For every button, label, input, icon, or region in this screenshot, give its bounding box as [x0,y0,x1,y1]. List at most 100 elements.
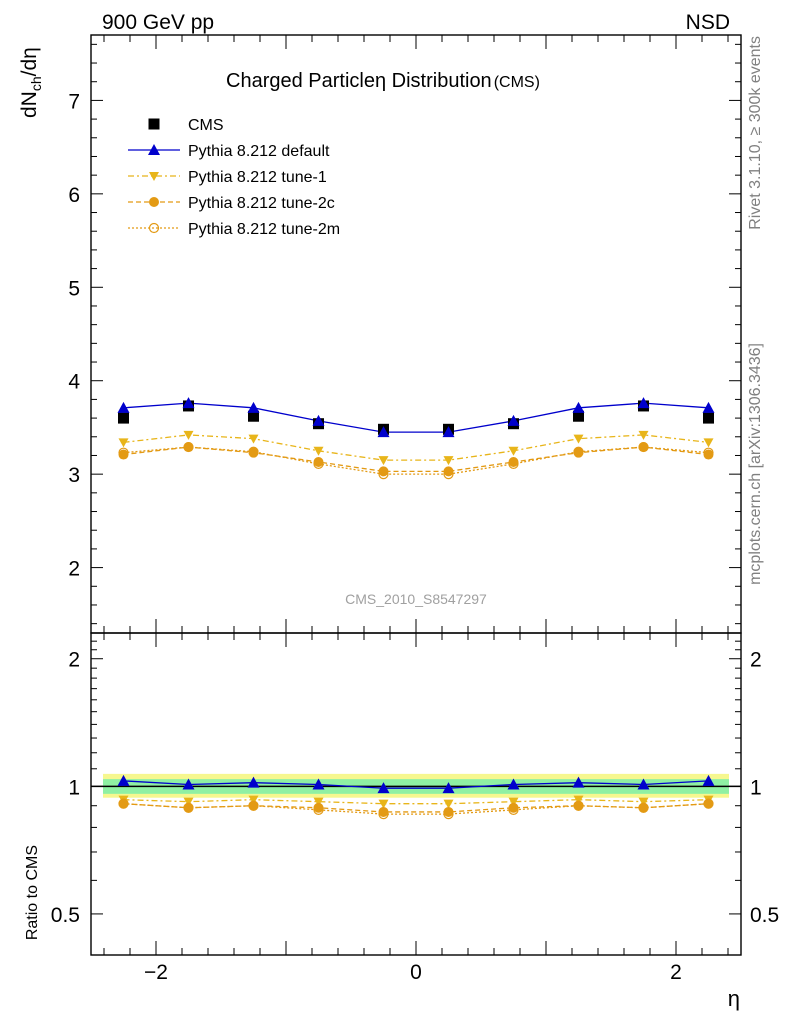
ratio-point-pythia-8-212-tune-2c [313,802,324,813]
ratio-point-pythia-8-212-default [507,778,520,790]
ratio-line-pythia-8-212-default [123,780,709,789]
y-tick-label-main: 4 [68,371,80,394]
ratio-point-pythia-8-212-tune-2m [378,808,389,820]
data-point-pythia-8-212-default [312,414,325,426]
data-point-pythia-8-212-tune-1 [573,434,584,444]
watermark-analysis-id: CMS_2010_S8547297 [345,591,487,607]
data-point-pythia-8-212-tune-1 [703,438,714,448]
data-point-pythia-8-212-default [442,426,455,438]
data-point-pythia-8-212-tune-2m [508,458,519,469]
data-point-pythia-8-212-default [637,397,650,409]
ratio-point-pythia-8-212-default [117,774,130,786]
series-line-pythia-8-212-default [123,402,709,433]
ratio-point-pythia-8-212-tune-2m [573,800,584,811]
ratio-line-pythia-8-212-tune-1 [123,799,709,805]
legend-label-pythia-8-212-tune-1: Pythia 8.212 tune-1 [188,169,327,186]
data-point-pythia-8-212-tune-1 [638,430,649,440]
y-tick-label-main: 3 [68,464,80,487]
ratio-point-pythia-8-212-default [312,778,325,790]
series-line-pythia-8-212-tune-2c [123,446,709,473]
data-point-pythia-8-212-tune-2m [118,447,129,458]
ratio-point-pythia-8-212-tune-2c [508,802,519,813]
header-right: NSD [686,11,730,34]
ratio-point-pythia-8-212-tune-1 [313,797,324,807]
ratio-point-pythia-8-212-tune-1 [248,795,259,805]
ratio-point-pythia-8-212-tune-1 [573,795,584,805]
ratio-point-pythia-8-212-tune-2m [443,808,454,820]
ratio-point-pythia-8-212-tune-1 [638,797,649,807]
data-point-pythia-8-212-tune-2c [378,466,389,477]
side-label-rivet: Rivet 3.1.10, ≥ 300k events [747,36,764,230]
data-point-cms [248,410,259,422]
side-label-mcplots: mcplots.cern.ch [arXiv:1306.3436] [747,343,764,585]
ratio-point-pythia-8-212-tune-2c [638,802,649,813]
data-point-pythia-8-212-default [247,401,260,413]
ratio-point-pythia-8-212-tune-2m [313,804,324,815]
data-point-pythia-8-212-default [117,401,130,413]
ratio-point-pythia-8-212-tune-2m [183,802,194,813]
series-line-pythia-8-212-tune-2m [123,446,709,475]
ratio-point-pythia-8-212-tune-2c [443,806,454,817]
legend-label-pythia-8-212-default: Pythia 8.212 default [188,143,330,160]
ratio-point-pythia-8-212-tune-2c [248,800,259,811]
data-point-pythia-8-212-tune-1 [313,446,324,456]
ratio-point-pythia-8-212-tune-1 [183,797,194,807]
ratio-point-pythia-8-212-default [182,778,195,790]
ratio-point-pythia-8-212-tune-2c [118,798,129,809]
y-tick-label-ratio: 0.5 [51,904,80,927]
legend-marker-pythia-8-212-default [148,144,160,155]
y-tick-label-ratio-right: 0.5 [750,904,779,927]
x-axis-label: η [728,986,740,1011]
data-point-pythia-8-212-tune-1 [378,456,389,466]
y-tick-label-ratio-right: 2 [750,649,762,672]
x-tick-label: −2 [144,961,168,984]
data-point-pythia-8-212-default [182,397,195,409]
legend-label-pythia-8-212-tune-2m: Pythia 8.212 tune-2m [188,221,340,238]
legend-marker-cms [148,118,160,130]
data-point-cms [703,412,714,424]
x-tick-label: 2 [670,961,682,984]
data-point-pythia-8-212-tune-1 [443,456,454,466]
ratio-point-pythia-8-212-tune-2m [638,802,649,813]
ratio-point-pythia-8-212-default [377,782,390,794]
y-axis-label-main: dNch/dη [18,47,44,118]
ratio-point-pythia-8-212-tune-2c [378,806,389,817]
data-point-pythia-8-212-tune-2c [443,466,454,477]
y-tick-label-main: 7 [68,90,80,113]
data-point-pythia-8-212-tune-1 [248,434,259,444]
ratio-point-pythia-8-212-tune-1 [443,799,454,809]
header-left: 900 GeV pp [102,11,214,34]
x-tick-label: 0 [410,961,422,984]
data-point-pythia-8-212-tune-2c [183,442,194,453]
ratio-line-pythia-8-212-tune-2c [123,803,709,813]
data-point-cms [118,412,129,424]
data-point-cms [573,410,584,422]
y-tick-label-ratio-right: 1 [750,776,762,799]
data-point-pythia-8-212-tune-2c [638,442,649,453]
data-point-pythia-8-212-default [507,414,520,426]
ratio-point-pythia-8-212-default [637,778,650,790]
data-point-pythia-8-212-tune-2m [638,441,649,453]
ratio-point-pythia-8-212-tune-2m [508,804,519,815]
y-tick-label-ratio: 2 [68,649,80,672]
chart-title: Charged Particleη Distribution (CMS) [226,70,540,92]
ratio-point-pythia-8-212-tune-2m [248,800,259,811]
data-point-pythia-8-212-tune-2m [378,469,389,480]
ratio-point-pythia-8-212-default [247,776,260,788]
data-point-pythia-8-212-default [702,401,715,413]
legend-label-pythia-8-212-tune-2c: Pythia 8.212 tune-2c [188,195,335,212]
y-tick-label-main: 5 [68,277,80,300]
data-point-pythia-8-212-tune-2m [443,469,454,480]
y-axis-label-ratio: Ratio to CMS [24,845,41,940]
ratio-line-pythia-8-212-tune-2m [123,803,709,815]
ratio-point-pythia-8-212-default [572,776,585,788]
chart-subtitle: (CMS) [494,74,540,91]
ratio-point-pythia-8-212-tune-2m [703,798,714,809]
data-point-pythia-8-212-tune-2m [183,441,194,453]
ratio-point-pythia-8-212-tune-2m [118,798,129,809]
ratio-point-pythia-8-212-default [702,774,715,786]
legend-label-cms: CMS [188,117,224,134]
data-point-pythia-8-212-tune-2m [703,447,714,458]
data-point-pythia-8-212-tune-1 [183,430,194,440]
